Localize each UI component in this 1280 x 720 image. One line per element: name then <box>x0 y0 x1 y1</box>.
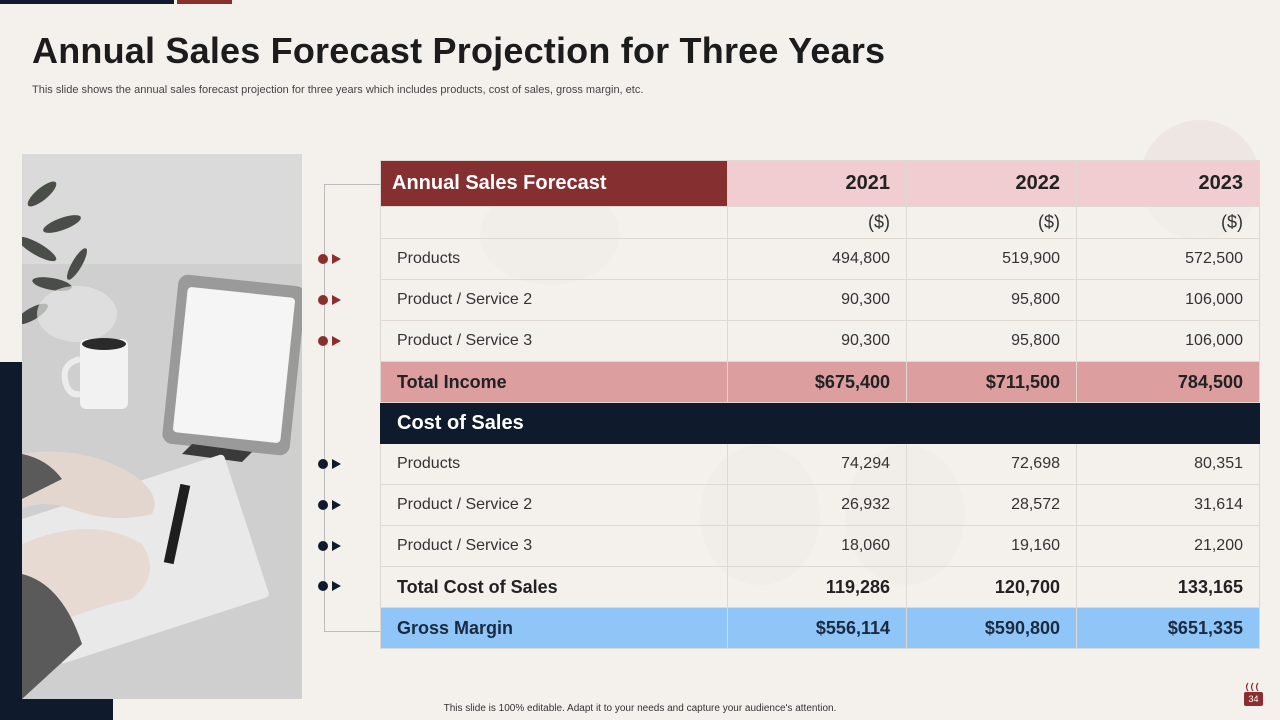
row-label: Total Cost of Sales <box>380 566 728 608</box>
income-row-bullet-icon <box>318 334 346 348</box>
slide-subtitle: This slide shows the annual sales foreca… <box>32 84 644 96</box>
plant-icon <box>22 181 87 325</box>
row-label: Gross Margin <box>380 607 728 649</box>
value-cell: $590,800 <box>906 607 1077 649</box>
value-cell: 90,300 <box>727 320 907 362</box>
value-cell: 26,932 <box>727 484 907 526</box>
value-cell: 95,800 <box>906 320 1077 362</box>
year-header: 2021 <box>727 160 907 207</box>
value-cell: 784,500 <box>1076 361 1260 403</box>
value-cell: 74,294 <box>727 443 907 485</box>
cost-of-sales-section-row: Cost of Sales <box>380 402 1260 444</box>
value-cell: 95,800 <box>906 279 1077 321</box>
value-cell: 80,351 <box>1076 443 1260 485</box>
value-cell: 19,160 <box>906 525 1077 567</box>
year-header: 2022 <box>906 160 1077 207</box>
page-number: 34 <box>1244 692 1263 706</box>
row-label: Product / Service 2 <box>380 484 728 526</box>
table-row: Product / Service 2 90,300 95,800 106,00… <box>380 279 1260 321</box>
row-label: Total Income <box>380 361 728 403</box>
bullet-connector-line <box>324 184 380 632</box>
cost-row-bullet-icon <box>318 539 346 553</box>
value-cell: 31,614 <box>1076 484 1260 526</box>
table-header-label: Annual Sales Forecast <box>380 160 728 207</box>
coffee-cup-icon <box>1245 682 1259 692</box>
value-cell: 133,165 <box>1076 566 1260 608</box>
value-cell: 494,800 <box>727 238 907 280</box>
unit-cell: ($) <box>906 206 1077 239</box>
row-label: Product / Service 3 <box>380 320 728 362</box>
value-cell: 90,300 <box>727 279 907 321</box>
value-cell: 120,700 <box>906 566 1077 608</box>
value-cell: $675,400 <box>727 361 907 403</box>
table-header-row: Annual Sales Forecast 2021 2022 2023 <box>380 160 1260 207</box>
year-header: 2023 <box>1076 160 1260 207</box>
table-row: Product / Service 3 18,060 19,160 21,200 <box>380 525 1260 567</box>
value-cell: 28,572 <box>906 484 1077 526</box>
row-label: Products <box>380 443 728 485</box>
value-cell: 119,286 <box>727 566 907 608</box>
income-row-bullet-icon <box>318 293 346 307</box>
cost-row-bullet-icon <box>318 457 346 471</box>
pen-icon <box>163 483 191 565</box>
tablet-icon <box>162 274 302 462</box>
sales-forecast-table: Annual Sales Forecast 2021 2022 2023 ($)… <box>380 160 1260 649</box>
value-cell: $711,500 <box>906 361 1077 403</box>
value-cell: 72,698 <box>906 443 1077 485</box>
income-row-bullet-icon <box>318 252 346 266</box>
slide-footer: This slide is 100% editable. Adapt it to… <box>443 703 837 714</box>
total-cost-row: Total Cost of Sales 119,286 120,700 133,… <box>380 566 1260 608</box>
value-cell: 106,000 <box>1076 279 1260 321</box>
table-row: Products 494,800 519,900 572,500 <box>380 238 1260 280</box>
value-cell: 106,000 <box>1076 320 1260 362</box>
total-income-row: Total Income $675,400 $711,500 784,500 <box>380 361 1260 403</box>
top-accent-bar-red <box>177 0 232 4</box>
section-label: Cost of Sales <box>380 402 1260 444</box>
value-cell: $651,335 <box>1076 607 1260 649</box>
value-cell: 572,500 <box>1076 238 1260 280</box>
table-row: Product / Service 3 90,300 95,800 106,00… <box>380 320 1260 362</box>
table-row: Products 74,294 72,698 80,351 <box>380 443 1260 485</box>
gross-margin-row: Gross Margin $556,114 $590,800 $651,335 <box>380 607 1260 649</box>
value-cell: 21,200 <box>1076 525 1260 567</box>
top-accent-bar-navy <box>0 0 174 4</box>
cost-row-bullet-icon <box>318 498 346 512</box>
value-cell: 18,060 <box>727 525 907 567</box>
row-label: Product / Service 3 <box>380 525 728 567</box>
value-cell: 519,900 <box>906 238 1077 280</box>
unit-cell: ($) <box>727 206 907 239</box>
row-label: Products <box>380 238 728 280</box>
slide-title: Annual Sales Forecast Projection for Thr… <box>32 30 886 71</box>
row-label: Product / Service 2 <box>380 279 728 321</box>
coffee-mug-icon <box>61 338 128 409</box>
value-cell: $556,114 <box>727 607 907 649</box>
units-row: ($) ($) ($) <box>380 206 1260 239</box>
cost-row-bullet-icon <box>318 579 346 593</box>
units-label-cell <box>380 206 728 239</box>
desk-photo <box>22 154 302 699</box>
table-row: Product / Service 2 26,932 28,572 31,614 <box>380 484 1260 526</box>
unit-cell: ($) <box>1076 206 1260 239</box>
